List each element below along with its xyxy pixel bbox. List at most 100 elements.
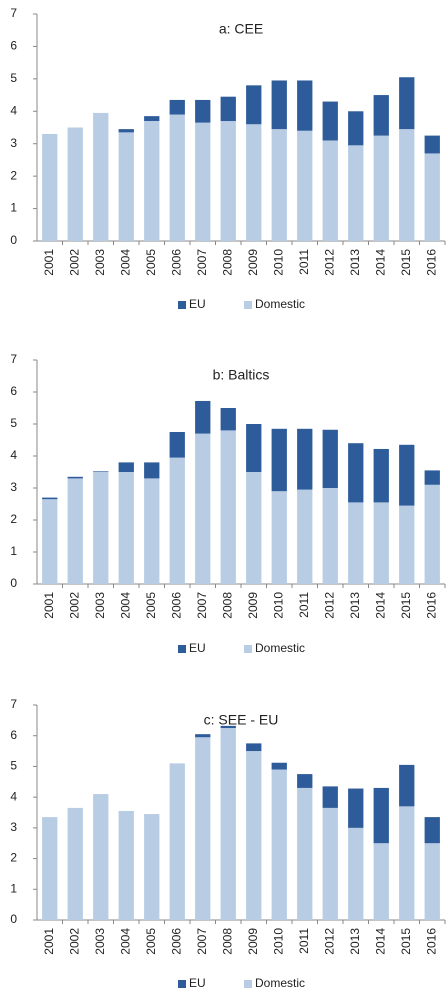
bar-segment — [93, 471, 109, 472]
legend-label: EU — [189, 297, 206, 311]
x-tick-label: 2003 — [93, 249, 107, 276]
x-tick-label: 2005 — [144, 249, 158, 276]
bar-segment — [118, 810, 134, 920]
bar-segment — [297, 774, 313, 788]
y-tick-label: 4 — [10, 789, 17, 803]
bar-segment — [373, 787, 389, 844]
x-tick-label: 2007 — [195, 592, 209, 619]
y-tick-label: 2 — [10, 168, 17, 182]
x-tick-label: 2008 — [220, 928, 234, 955]
y-tick-label: 7 — [10, 6, 17, 20]
bar-segment — [220, 430, 236, 584]
bar-segment — [118, 472, 134, 584]
x-tick-label: 2016 — [424, 249, 438, 276]
x-tick-label: 2012 — [322, 928, 336, 955]
bar-segment — [246, 751, 262, 920]
bar-segment — [144, 814, 160, 920]
bar-segment — [322, 807, 338, 920]
bar-segment — [348, 502, 364, 584]
legend-label: Domestic — [255, 641, 305, 655]
x-tick-label: 2004 — [118, 249, 132, 276]
x-tick-label: 2011 — [297, 592, 311, 618]
x-tick-label: 2015 — [399, 928, 413, 955]
y-tick-label: 5 — [10, 416, 17, 430]
bar-segment — [67, 478, 83, 584]
bar-segment — [297, 80, 313, 131]
bar-segment — [93, 794, 109, 920]
x-tick-label: 2006 — [169, 249, 183, 276]
bar-segment — [399, 764, 415, 807]
x-tick-label: 2002 — [67, 249, 81, 276]
x-tick-label: 2001 — [42, 249, 56, 276]
y-tick-label: 6 — [10, 384, 17, 398]
legend-swatch — [178, 301, 186, 309]
y-tick-label: 4 — [10, 448, 17, 462]
bar-segment — [169, 432, 185, 458]
legend-swatch — [244, 645, 252, 653]
bar-segment — [195, 99, 211, 123]
bar-segment — [399, 129, 415, 241]
y-tick-label: 5 — [10, 71, 17, 85]
bar-segment — [424, 135, 440, 154]
y-tick-label: 2 — [10, 512, 17, 526]
bar-segment — [373, 843, 389, 920]
x-tick-label: 2004 — [118, 592, 132, 619]
bar-segment — [297, 787, 313, 920]
chart-title: a: CEE — [219, 21, 263, 37]
bar-segment — [246, 85, 262, 125]
bar-segment — [424, 153, 440, 241]
x-tick-label: 2007 — [195, 249, 209, 276]
x-tick-label: 2003 — [93, 928, 107, 955]
x-tick-label: 2013 — [348, 249, 362, 276]
bar-segment — [42, 133, 58, 241]
bar-segment — [67, 807, 83, 920]
bar-segment — [195, 737, 211, 920]
bar-segment — [246, 472, 262, 584]
x-tick-label: 2009 — [246, 928, 260, 955]
y-tick-label: 5 — [10, 759, 17, 773]
bar-segment — [373, 448, 389, 503]
legend-label: Domestic — [255, 297, 305, 311]
bar-segment — [144, 478, 160, 584]
x-tick-label: 2001 — [42, 928, 56, 955]
x-tick-label: 2008 — [220, 592, 234, 619]
y-tick-label: 0 — [10, 912, 17, 926]
bar-segment — [322, 101, 338, 141]
x-tick-label: 2012 — [322, 249, 336, 276]
y-tick-label: 3 — [10, 820, 17, 834]
bar-segment — [169, 99, 185, 115]
legend-label: EU — [189, 976, 206, 989]
bar-segment — [195, 433, 211, 584]
bar-segment — [144, 462, 160, 479]
x-tick-label: 2002 — [67, 928, 81, 955]
x-tick-label: 2010 — [271, 592, 285, 619]
bar-segment — [246, 424, 262, 472]
bar-segment — [67, 476, 83, 479]
bar-segment — [169, 763, 185, 920]
bar-segment — [246, 124, 262, 241]
bar-segment — [271, 129, 287, 241]
bar-segment — [297, 130, 313, 241]
bar-segment — [399, 444, 415, 506]
y-tick-label: 4 — [10, 103, 17, 117]
bar-segment — [348, 111, 364, 146]
bar-segment — [348, 788, 364, 828]
bar-segment — [348, 443, 364, 503]
bar-segment — [271, 762, 287, 770]
y-tick-label: 7 — [10, 697, 17, 711]
x-tick-label: 2015 — [399, 592, 413, 619]
bar-segment — [399, 505, 415, 584]
x-tick-label: 2011 — [297, 249, 311, 275]
x-tick-label: 2013 — [348, 592, 362, 619]
y-tick-label: 3 — [10, 136, 17, 150]
bar-segment — [195, 734, 211, 738]
bar-segment — [424, 470, 440, 485]
bar-segment — [322, 429, 338, 488]
x-tick-label: 2014 — [373, 928, 387, 955]
x-tick-label: 2006 — [169, 592, 183, 619]
x-tick-label: 2016 — [424, 928, 438, 955]
bar-segment — [144, 121, 160, 241]
legend-swatch — [178, 645, 186, 653]
bar-segment — [93, 472, 109, 584]
